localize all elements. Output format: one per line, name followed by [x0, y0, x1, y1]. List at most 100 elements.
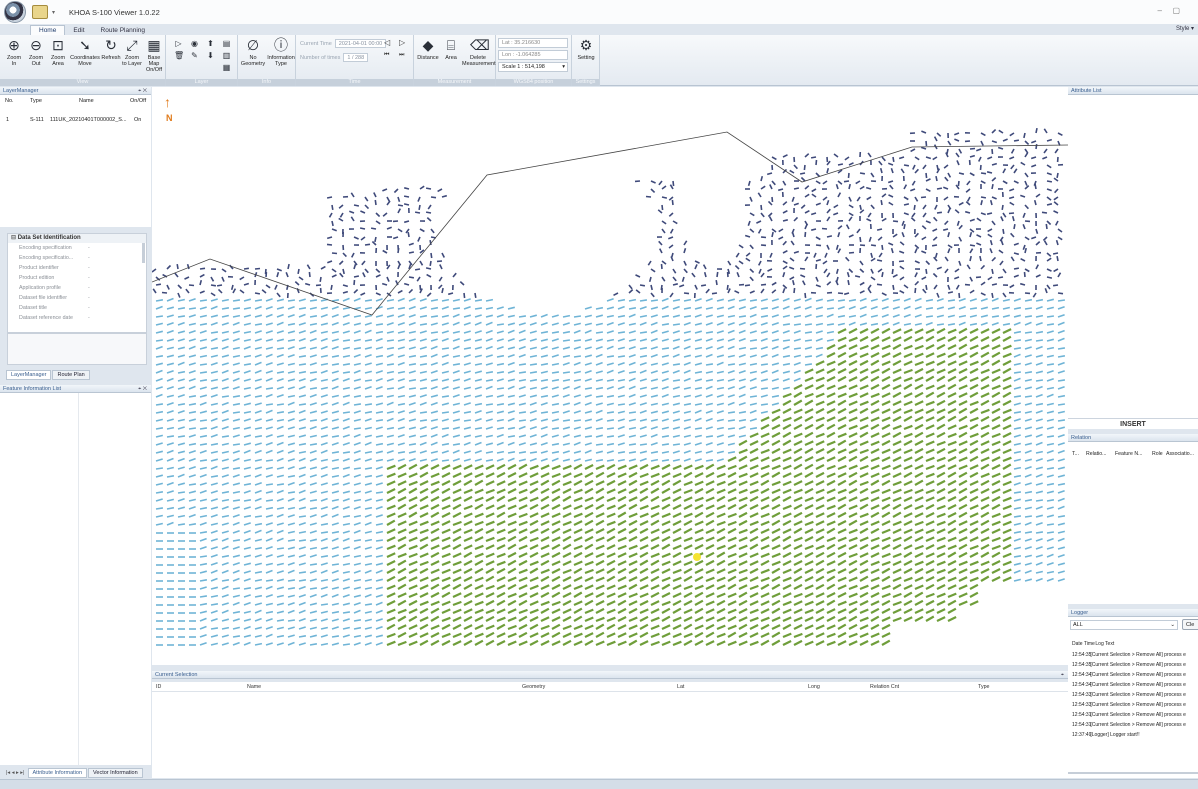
current-arrow [342, 586, 350, 590]
current-arrow [694, 322, 702, 326]
current-arrow [793, 354, 801, 358]
tab-route-planning[interactable]: Route Planning [100, 27, 145, 34]
current-arrow [876, 259, 883, 262]
information-type-button[interactable]: ⓘ Information Type [267, 37, 295, 67]
layer-export-icon[interactable]: ▦ [222, 63, 231, 72]
minimize-button[interactable]: – [1157, 6, 1162, 15]
zoom-in-button[interactable]: ⊕ Zoom In [6, 37, 22, 67]
current-arrow [331, 626, 339, 630]
current-arrow [991, 544, 1001, 551]
current-arrow [540, 624, 550, 631]
tab-nav-icons[interactable]: |◂ ◂ ▸ ▸| [6, 770, 25, 776]
current-arrow [331, 505, 339, 510]
current-arrow [925, 503, 935, 510]
current-arrow [606, 520, 616, 527]
lon-field[interactable]: Lon : -1.064285 [498, 50, 568, 60]
chevron-down-icon: ⌄ [1170, 622, 1175, 628]
pin-icon[interactable]: ⌖ [1060, 672, 1064, 678]
current-arrow [438, 276, 443, 282]
tab-vector-information[interactable]: Vector Information [88, 768, 143, 778]
current-arrow [628, 443, 637, 446]
current-arrow [727, 363, 736, 366]
layer-search-icon[interactable]: ▥ [222, 51, 231, 60]
tab-route-plan[interactable]: Route Plan [52, 370, 90, 380]
tab-attribute-information[interactable]: Attribute Information [27, 768, 88, 778]
current-arrow [1057, 546, 1066, 550]
logger-filter-select[interactable]: ALL ⌄ [1070, 620, 1178, 630]
current-arrow [848, 432, 858, 439]
current-arrow [760, 592, 770, 599]
current-arrow [815, 258, 822, 262]
current-arrow [373, 192, 377, 198]
scale-select[interactable]: Scale 1 : 514,198 ▾ [498, 62, 568, 72]
current-arrow [727, 442, 735, 446]
delete-measurement-button[interactable]: ⌫ Delete Measurement [462, 37, 496, 67]
tab-layer-manager[interactable]: LayerManager [6, 370, 52, 380]
time-prev-button[interactable]: ◁ [384, 38, 391, 47]
current-arrow [1053, 177, 1059, 182]
insert-button[interactable]: INSERT [1068, 418, 1198, 429]
clear-button[interactable]: Cle [1182, 619, 1198, 630]
number-of-times-field[interactable]: 1 / 288 [343, 53, 369, 62]
table-row[interactable]: 1 S-111 111UK_20210401T000002_S... On [6, 117, 142, 123]
current-time-field[interactable]: 2021-04-01 00:00 [334, 39, 387, 48]
scrollbar[interactable] [1068, 772, 1198, 774]
no-geometry-button[interactable]: ∅ No Geometry [240, 37, 266, 67]
zoom-area-button[interactable]: ⊡ Zoom Area [50, 37, 66, 67]
current-arrow [617, 355, 626, 358]
pin-close-icon[interactable]: ⌖ ✕ [138, 88, 147, 94]
base-map-button[interactable]: ▦ Base Map On/Off [145, 37, 163, 73]
distance-button[interactable]: ◆ Distance [417, 37, 439, 61]
scrollbar[interactable] [142, 243, 145, 263]
current-arrow [650, 487, 660, 494]
current-arrow [441, 385, 449, 390]
pin-close-icon[interactable]: ⌖ ✕ [138, 386, 147, 392]
coordinates-move-button[interactable]: ➘ Coordinates Move [70, 37, 100, 67]
restore-button[interactable]: ▢ [1172, 6, 1180, 15]
visibility-icon[interactable]: ◉ [191, 39, 198, 48]
map-view[interactable]: ↑ N [152, 87, 1068, 665]
current-arrow [936, 352, 946, 359]
layer-info-icon[interactable]: ▤ [222, 39, 231, 48]
current-arrow [606, 355, 615, 358]
lat-field[interactable]: Lat : 35.216630 [498, 38, 568, 48]
current-arrow [870, 392, 880, 399]
open-layer-icon[interactable]: ▷ [175, 39, 182, 48]
current-arrow [485, 418, 493, 422]
time-first-button[interactable]: ⏮ [384, 52, 390, 58]
time-last-button[interactable]: ⏭ [399, 52, 405, 58]
current-arrow [1035, 241, 1041, 246]
layer-down-icon[interactable]: ⬇ [207, 51, 214, 60]
current-arrow [727, 552, 737, 559]
zoom-out-button[interactable]: ⊖ Zoom Out [28, 37, 44, 67]
current-arrow [705, 393, 713, 398]
current-arrow [155, 283, 162, 286]
area-button[interactable]: ⌸ Area [440, 37, 462, 61]
current-arrow [628, 426, 637, 430]
setting-button[interactable]: ⚙ Setting [577, 37, 595, 61]
layer-up-icon[interactable]: ⬆ [207, 39, 214, 48]
refresh-button[interactable]: ↻ Refresh [101, 37, 121, 61]
tab-home[interactable]: Home [30, 25, 66, 35]
style-menu[interactable]: Style ▾ [1175, 26, 1194, 32]
current-arrow [1002, 306, 1010, 310]
qat-dropdown-icon[interactable]: ▾ [52, 9, 56, 16]
edit-layer-icon[interactable]: ✎ [191, 51, 198, 60]
current-arrow [584, 592, 594, 599]
current-arrow [232, 539, 241, 542]
tab-edit[interactable]: Edit [73, 27, 85, 34]
current-arrow [551, 600, 561, 607]
current-arrow [617, 425, 625, 430]
current-arrow [925, 496, 935, 503]
current-arrow [507, 463, 517, 470]
delete-layer-icon[interactable]: 🗑 [174, 51, 185, 60]
app-menu-button[interactable] [4, 1, 26, 23]
current-arrow [562, 480, 572, 487]
zoom-to-layer-button[interactable]: ⤢ Zoom to Layer [122, 37, 142, 67]
open-file-icon[interactable] [32, 5, 48, 19]
current-arrow [166, 481, 174, 486]
time-next-button[interactable]: ▷ [399, 38, 406, 47]
current-arrow [837, 192, 842, 198]
current-arrow [672, 624, 682, 630]
current-arrow [815, 567, 825, 574]
